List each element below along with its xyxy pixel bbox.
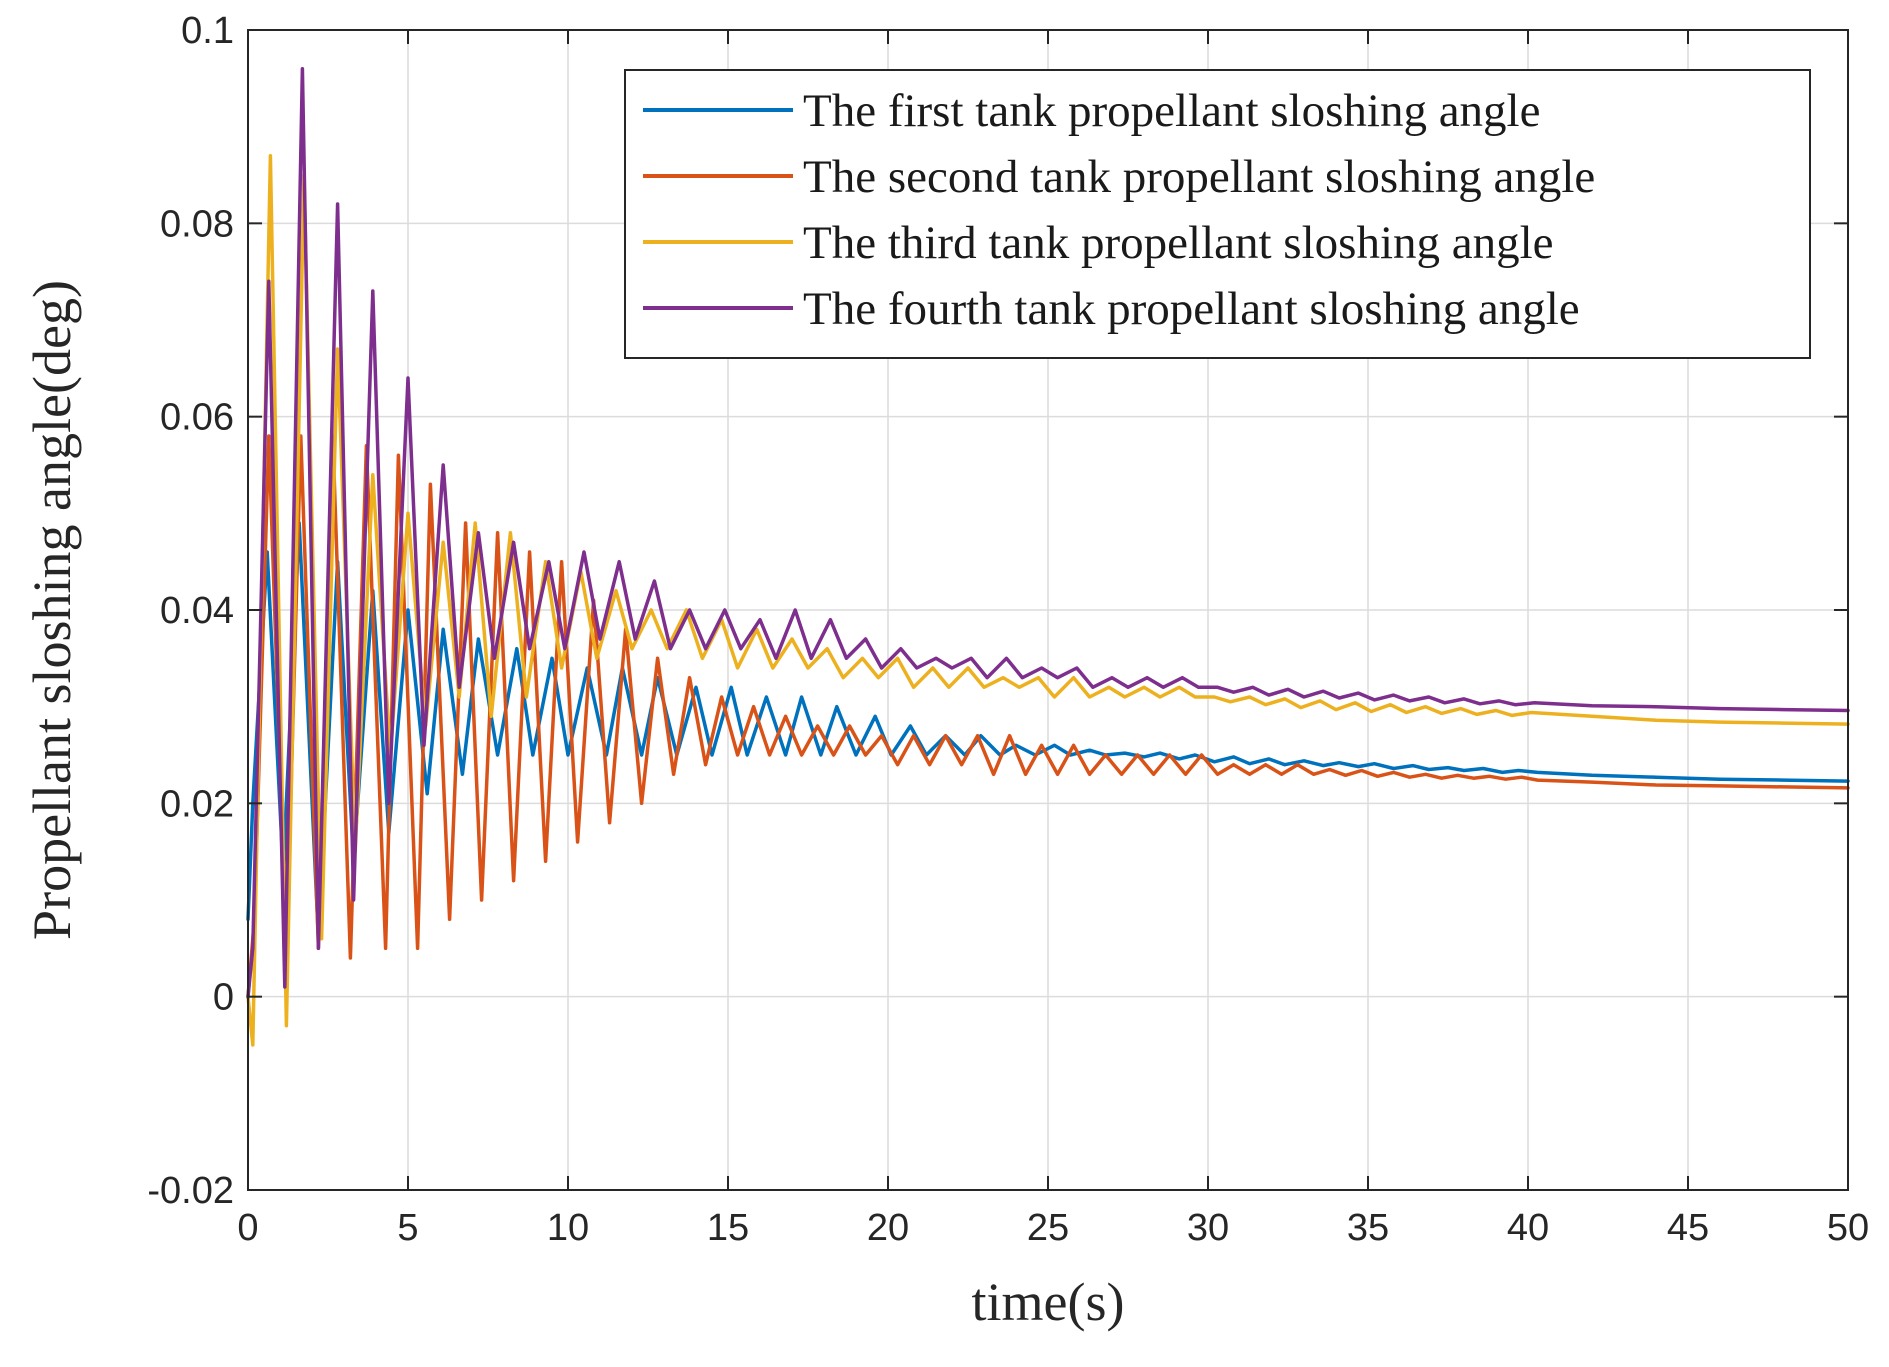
y-tick-label: -0.02 xyxy=(147,1170,234,1212)
x-tick-label: 10 xyxy=(547,1207,589,1249)
legend-label-4: The fourth tank propellant sloshing angl… xyxy=(803,283,1580,335)
series-line-2 xyxy=(246,434,1850,999)
tick-layer: 0 5 10 15 20 25 30 35 40 45 50-0.0200.020.040.060.… xyxy=(147,10,1869,1249)
legend-label-3: The third tank propellant sloshing angle xyxy=(803,217,1554,269)
x-tick-label: 0 xyxy=(237,1207,258,1249)
y-tick-label: 0.1 xyxy=(181,10,234,52)
y-tick-label: 0.04 xyxy=(160,590,234,632)
x-tick-label: 20 xyxy=(867,1207,909,1249)
x-tick-label: 50 xyxy=(1827,1207,1869,1249)
y-tick-label: 0 xyxy=(213,977,234,1019)
legend: The first tank propellant sloshing angle… xyxy=(624,69,1811,359)
x-tick-label: 25 xyxy=(1027,1207,1069,1249)
legend-box xyxy=(624,69,1811,359)
legend-label-2: The second tank propellant sloshing angl… xyxy=(803,151,1595,203)
y-tick-label: 0.08 xyxy=(160,203,234,245)
x-tick-label: 45 xyxy=(1667,1207,1709,1249)
x-tick-label: 5 xyxy=(397,1207,418,1249)
x-tick-label: 15 xyxy=(707,1207,749,1249)
series-line-1 xyxy=(246,521,1850,941)
series-layer xyxy=(246,66,1850,1047)
y-axis-title: Propellant sloshing angle(deg) xyxy=(22,280,82,940)
y-tick-label: 0.06 xyxy=(160,397,234,439)
y-tick-label: 0.02 xyxy=(160,783,234,825)
x-tick-label: 40 xyxy=(1507,1207,1549,1249)
series-line-4 xyxy=(246,66,1850,999)
x-axis-title: time(s) xyxy=(972,1272,1125,1332)
x-tick-label: 35 xyxy=(1347,1207,1389,1249)
legend-label-1: The first tank propellant sloshing angle xyxy=(803,85,1540,137)
x-tick-label: 30 xyxy=(1187,1207,1229,1249)
